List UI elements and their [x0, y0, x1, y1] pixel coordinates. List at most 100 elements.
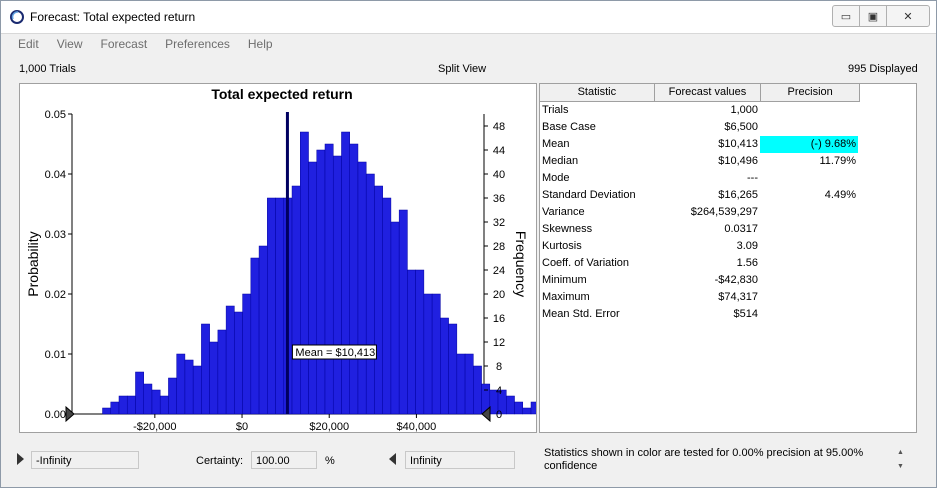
view-mode-label: Split View: [438, 63, 487, 75]
stat-name: Kurtosis: [542, 240, 582, 252]
right-value-field[interactable]: Infinity: [405, 451, 515, 469]
y2-tick-label: 20: [493, 289, 505, 301]
y-tick-label: 0.00: [45, 409, 66, 421]
header-precision[interactable]: Precision: [761, 84, 860, 101]
left-certainty-grabber-icon[interactable]: [65, 405, 75, 423]
stats-row[interactable]: Mode ---: [540, 170, 860, 187]
stat-value: $514: [733, 308, 758, 320]
histogram-bar: [431, 293, 441, 415]
y2-tick-label: 40: [493, 169, 505, 181]
stat-name: Maximum: [542, 291, 590, 303]
histogram-bar: [407, 269, 416, 415]
y-tick-label: 0.01: [45, 349, 66, 361]
histogram-bar: [300, 131, 309, 415]
stat-precision: [760, 272, 858, 289]
statistics-panel: Statistic Forecast values Precision Tria…: [539, 83, 917, 433]
maximize-button[interactable]: ▣: [860, 6, 887, 26]
close-button[interactable]: ✕: [903, 10, 913, 23]
stats-row[interactable]: Variance $264,539,297: [540, 204, 860, 221]
y-tick-label: 0.05: [45, 109, 66, 121]
histogram-bar: [423, 293, 433, 415]
header-forecast-values[interactable]: Forecast values: [655, 84, 762, 101]
stats-row[interactable]: Minimum -$42,830: [540, 272, 860, 289]
histogram-bar: [250, 257, 260, 415]
stat-precision: [760, 102, 858, 119]
menu-edit[interactable]: Edit: [18, 37, 39, 51]
left-grabber-icon[interactable]: [17, 453, 24, 465]
histogram-bar: [201, 323, 210, 415]
histogram-bar: [234, 311, 243, 415]
stats-row[interactable]: Kurtosis 3.09: [540, 238, 860, 255]
stat-name: Mean Std. Error: [542, 308, 620, 320]
menu-preferences[interactable]: Preferences: [165, 37, 230, 51]
stats-row[interactable]: Skewness 0.0317: [540, 221, 860, 238]
y2-tick-label: 28: [493, 241, 505, 253]
stat-value: 1.56: [736, 257, 758, 269]
stats-row[interactable]: Median $10,496 11.79%: [540, 153, 860, 170]
histogram-bar: [275, 197, 285, 415]
histogram-bar: [258, 245, 268, 415]
note-scroll[interactable]: ▲ ▼: [895, 447, 909, 475]
y2-tick-label: 12: [493, 337, 505, 349]
histogram-bar: [374, 185, 383, 415]
stat-value: $6,500: [724, 121, 758, 133]
minimize-button[interactable]: ▭: [833, 6, 860, 26]
y2-tick-label: 36: [493, 193, 505, 205]
histogram-bar: [332, 155, 342, 415]
x-tick-label: $40,000: [397, 421, 437, 432]
menu-view[interactable]: View: [56, 37, 83, 51]
stat-value: $16,265: [718, 189, 758, 201]
histogram-bar: [415, 269, 425, 415]
stat-name: Base Case: [542, 121, 596, 133]
histogram-bar: [456, 353, 466, 415]
x-tick-label: $20,000: [309, 421, 349, 432]
histogram-bar: [217, 329, 227, 415]
histogram-bar: [126, 395, 136, 415]
y-tick-label: 0.03: [45, 229, 66, 241]
right-grabber-icon[interactable]: [389, 453, 396, 465]
y2-tick-label: 16: [493, 313, 505, 325]
crystal-ball-app-icon: [10, 10, 24, 24]
left-value-field[interactable]: -Infinity: [31, 451, 139, 469]
histogram-bar: [440, 317, 449, 415]
stat-precision: [760, 119, 858, 136]
stats-row[interactable]: Coeff. of Variation 1.56: [540, 255, 860, 272]
y2-axis-label: Frequency: [513, 231, 529, 297]
scroll-down-icon[interactable]: ▼: [897, 463, 904, 470]
stats-row[interactable]: Mean $10,413 (-) 9.68%: [540, 136, 860, 153]
header-statistic[interactable]: Statistic: [540, 84, 655, 101]
histogram-bar: [118, 395, 128, 415]
stats-row[interactable]: Mean Std. Error $514: [540, 306, 860, 323]
y-tick-label: 0.04: [45, 169, 66, 181]
stats-row[interactable]: Trials 1,000: [540, 102, 860, 119]
histogram-bar: [324, 143, 334, 415]
histogram-bar: [168, 377, 177, 415]
histogram-bar: [448, 323, 458, 415]
histogram-bar: [316, 149, 326, 415]
certainty-unit: %: [325, 455, 335, 467]
histogram-bar: [365, 173, 375, 415]
stat-name: Coeff. of Variation: [542, 257, 630, 269]
right-certainty-grabber-icon[interactable]: [481, 405, 491, 423]
trials-count: 1,000 Trials: [19, 63, 76, 75]
stat-precision: [760, 170, 858, 187]
histogram-bar: [151, 389, 161, 415]
menu-forecast[interactable]: Forecast: [100, 37, 148, 51]
stat-value: 0.0317: [724, 223, 758, 235]
window-title: Forecast: Total expected return: [30, 10, 196, 24]
x-tick-label: $0: [236, 421, 248, 432]
stat-name: Skewness: [542, 223, 593, 235]
stat-precision: 11.79%: [819, 155, 857, 167]
precision-note: Statistics shown in color are tested for…: [544, 447, 864, 472]
certainty-field[interactable]: 100.00: [251, 451, 317, 469]
histogram-bar: [192, 365, 202, 415]
stat-value: ---: [747, 172, 758, 184]
stats-row[interactable]: Maximum $74,317: [540, 289, 860, 306]
menu-help[interactable]: Help: [247, 37, 273, 51]
stats-row[interactable]: Base Case $6,500: [540, 119, 860, 136]
histogram-bar: [308, 161, 318, 415]
stats-row[interactable]: Standard Deviation $16,265 4.49%: [540, 187, 860, 204]
scroll-up-icon[interactable]: ▲: [897, 449, 904, 456]
histogram-bar: [514, 401, 524, 415]
